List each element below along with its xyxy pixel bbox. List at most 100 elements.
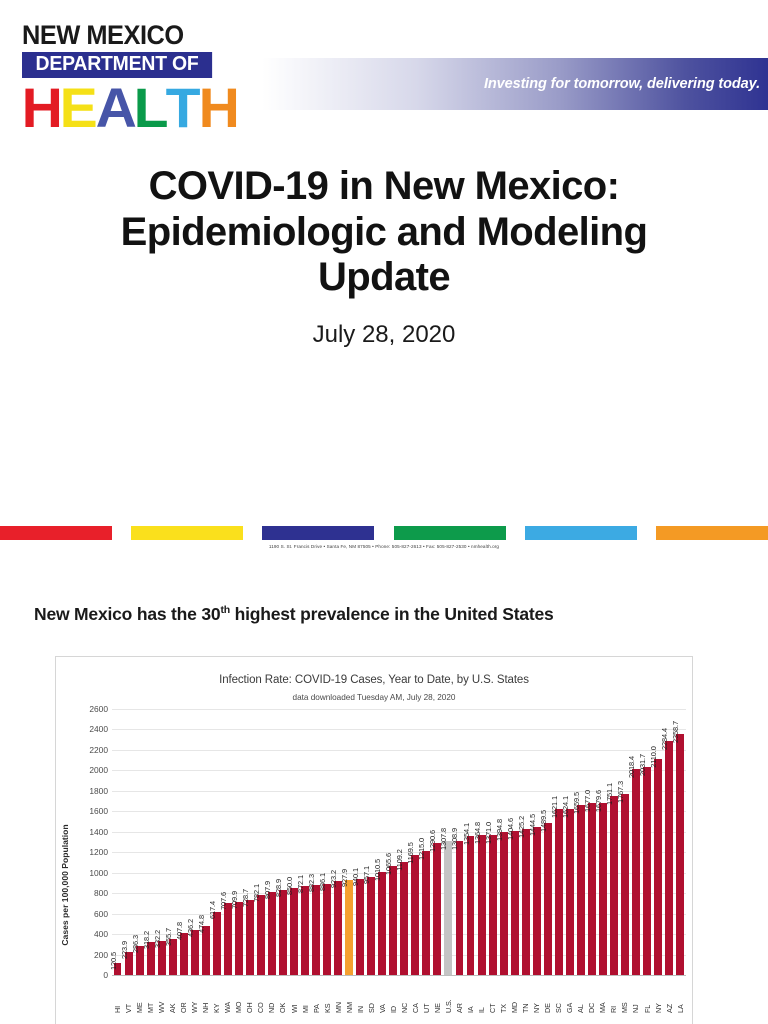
bar-GA[interactable]: 1624.1 [561, 796, 574, 975]
y-tick-2400: 2400 [89, 724, 108, 735]
bar-VA[interactable]: 1010.5 [373, 859, 387, 975]
bar-value-label: 355.7 [163, 927, 173, 946]
bar-slot: 286.3 [131, 709, 145, 975]
chart-subtitle: data downloaded Tuesday AM, July 28, 202… [292, 693, 456, 702]
bar-AZ[interactable]: 2284.4 [660, 728, 674, 975]
bar-KY[interactable]: 617.4 [208, 901, 221, 975]
bar-MA[interactable]: 1679.6 [594, 790, 607, 975]
bar-slot: 407.8 [175, 709, 189, 975]
bar-AK[interactable]: 355.7 [164, 928, 177, 975]
x-label-slot: ID [388, 977, 399, 1013]
bar-ID[interactable]: 1065.6 [384, 853, 398, 975]
x-label-slot: SD [366, 977, 377, 1013]
bar-U.S.[interactable]: 1307.8 [439, 828, 453, 975]
bar-SC[interactable]: 1621.1 [550, 796, 563, 975]
bar-value-label: 332.2 [152, 930, 162, 949]
bar-MN[interactable]: 923.2 [329, 870, 343, 975]
bar-OK[interactable]: 828.9 [274, 879, 287, 975]
x-label-slot: CA [410, 977, 421, 1013]
bar-NY[interactable]: 1444.5 [528, 814, 541, 975]
bar-slot: 120.5 [109, 709, 123, 975]
bar-VT[interactable]: 223.9 [120, 941, 133, 975]
bar-UT[interactable]: 1215.0 [417, 838, 431, 975]
bar-RI[interactable]: 1751.1 [605, 783, 618, 975]
bar-slot: 1677.0 [583, 709, 597, 975]
bar-MO[interactable]: 709.9 [230, 891, 243, 975]
bar-SD[interactable]: 957.1 [362, 866, 376, 975]
y-tick-800: 800 [94, 888, 108, 899]
bar-IN[interactable]: 940.1 [351, 868, 365, 975]
bar-value-label: 828.9 [273, 879, 283, 898]
x-label-slot: OK [277, 977, 288, 1013]
bar-NY[interactable]: 2110.0 [649, 746, 663, 975]
bar-MT[interactable]: 318.2 [142, 931, 155, 975]
bar-NM[interactable]: 927.9 [340, 869, 354, 975]
bar-ND[interactable]: 807.9 [263, 881, 276, 975]
x-tick-WV: WV [157, 1001, 167, 1013]
bar-value-label: 1065.6 [384, 852, 394, 875]
bar-AL[interactable]: 1659.5 [572, 792, 585, 975]
bar-FL[interactable]: 2031.7 [638, 754, 651, 975]
bar-slot: 1364.8 [473, 709, 487, 975]
x-label-slot: GA [564, 977, 575, 1013]
bar-TX[interactable]: 1394.8 [495, 819, 508, 975]
bar-IL[interactable]: 1364.8 [473, 822, 486, 975]
bar-WI[interactable]: 850.0 [285, 877, 298, 975]
bar-WV[interactable]: 332.2 [153, 930, 166, 975]
gridline-600 [112, 913, 686, 915]
logo-line-department-of: DEPARTMENT OF [22, 52, 213, 78]
x-label-slot: WA [222, 977, 233, 1013]
bar-TN[interactable]: 1425.2 [517, 816, 530, 975]
bar-slot: 223.9 [120, 709, 134, 975]
prevalence-headline: New Mexico has the 30th highest prevalen… [34, 604, 554, 625]
bar-CO[interactable]: 782.1 [252, 884, 265, 975]
x-tick-NY: NY [653, 1003, 663, 1013]
x-tick-IN: IN [355, 1006, 365, 1013]
bar-MS[interactable]: 1767.3 [616, 781, 629, 975]
bar-WA[interactable]: 707.6 [219, 892, 232, 975]
bar-ME[interactable]: 286.3 [131, 935, 144, 975]
bar-value-label: 1394.8 [494, 819, 504, 842]
bar-IA[interactable]: 1354.1 [462, 823, 475, 975]
x-tick-KY: KY [212, 1003, 222, 1013]
bars-plot: 120.5 223.9 286.3 318.2 332.2 355.7 407.8 436.2… [109, 709, 686, 975]
bar-NC[interactable]: 1109.2 [395, 849, 409, 975]
x-label-slot: AZ [664, 977, 675, 1013]
bar-NE[interactable]: 1290.6 [428, 830, 442, 975]
bar-slot: 2018.4 [627, 709, 641, 975]
bar-OH[interactable]: 728.7 [241, 889, 254, 975]
bar-PA[interactable]: 882.3 [307, 874, 321, 975]
bar-slot: 332.2 [153, 709, 167, 975]
bar-value-label: 882.3 [307, 873, 317, 892]
color-bar-5 [524, 526, 637, 540]
bar-OR[interactable]: 407.8 [175, 922, 188, 975]
bar-MI[interactable]: 872.1 [296, 875, 310, 975]
bar-NH[interactable]: 474.8 [197, 915, 210, 975]
bar-value-label: 1489.5 [538, 809, 548, 832]
bar-CA[interactable]: 1169.5 [406, 843, 420, 975]
x-tick-DE: DE [543, 1003, 553, 1013]
x-label-slot: VT [123, 977, 134, 1013]
bar-LA[interactable]: 2358.7 [671, 721, 685, 975]
x-tick-AR: AR [454, 1003, 464, 1013]
bar-DC[interactable]: 1677.0 [583, 790, 596, 975]
bar-AR[interactable]: 1308.9 [450, 828, 464, 975]
bar-HI[interactable]: 120.5 [109, 952, 122, 975]
bar-value-label: 1307.8 [439, 828, 449, 851]
y-axis-tick-labels: 0 200 400 600 800 1000 1200 1400 1600 1800 2000 220… [70, 704, 110, 980]
bar-CT[interactable]: 1371.0 [484, 822, 497, 975]
bar-WY[interactable]: 436.2 [186, 919, 199, 975]
bar-DE[interactable]: 1489.5 [539, 810, 552, 975]
bar-slot: 1489.5 [539, 709, 553, 975]
gridline-400 [112, 934, 686, 936]
bar-value-label: 120.5 [108, 951, 118, 970]
x-label-slot: FL [642, 977, 653, 1013]
bar-KS[interactable]: 886.1 [318, 873, 332, 975]
bar-slot: 1307.8 [439, 709, 454, 975]
bar-value-label: 707.6 [218, 891, 228, 910]
x-tick-MO: MO [234, 1001, 244, 1013]
bar-MD[interactable]: 1404.6 [506, 818, 519, 975]
x-label-slot: NY [531, 977, 542, 1013]
bar-NJ[interactable]: 2018.4 [627, 756, 640, 975]
logo-letter-6: H [198, 76, 239, 139]
